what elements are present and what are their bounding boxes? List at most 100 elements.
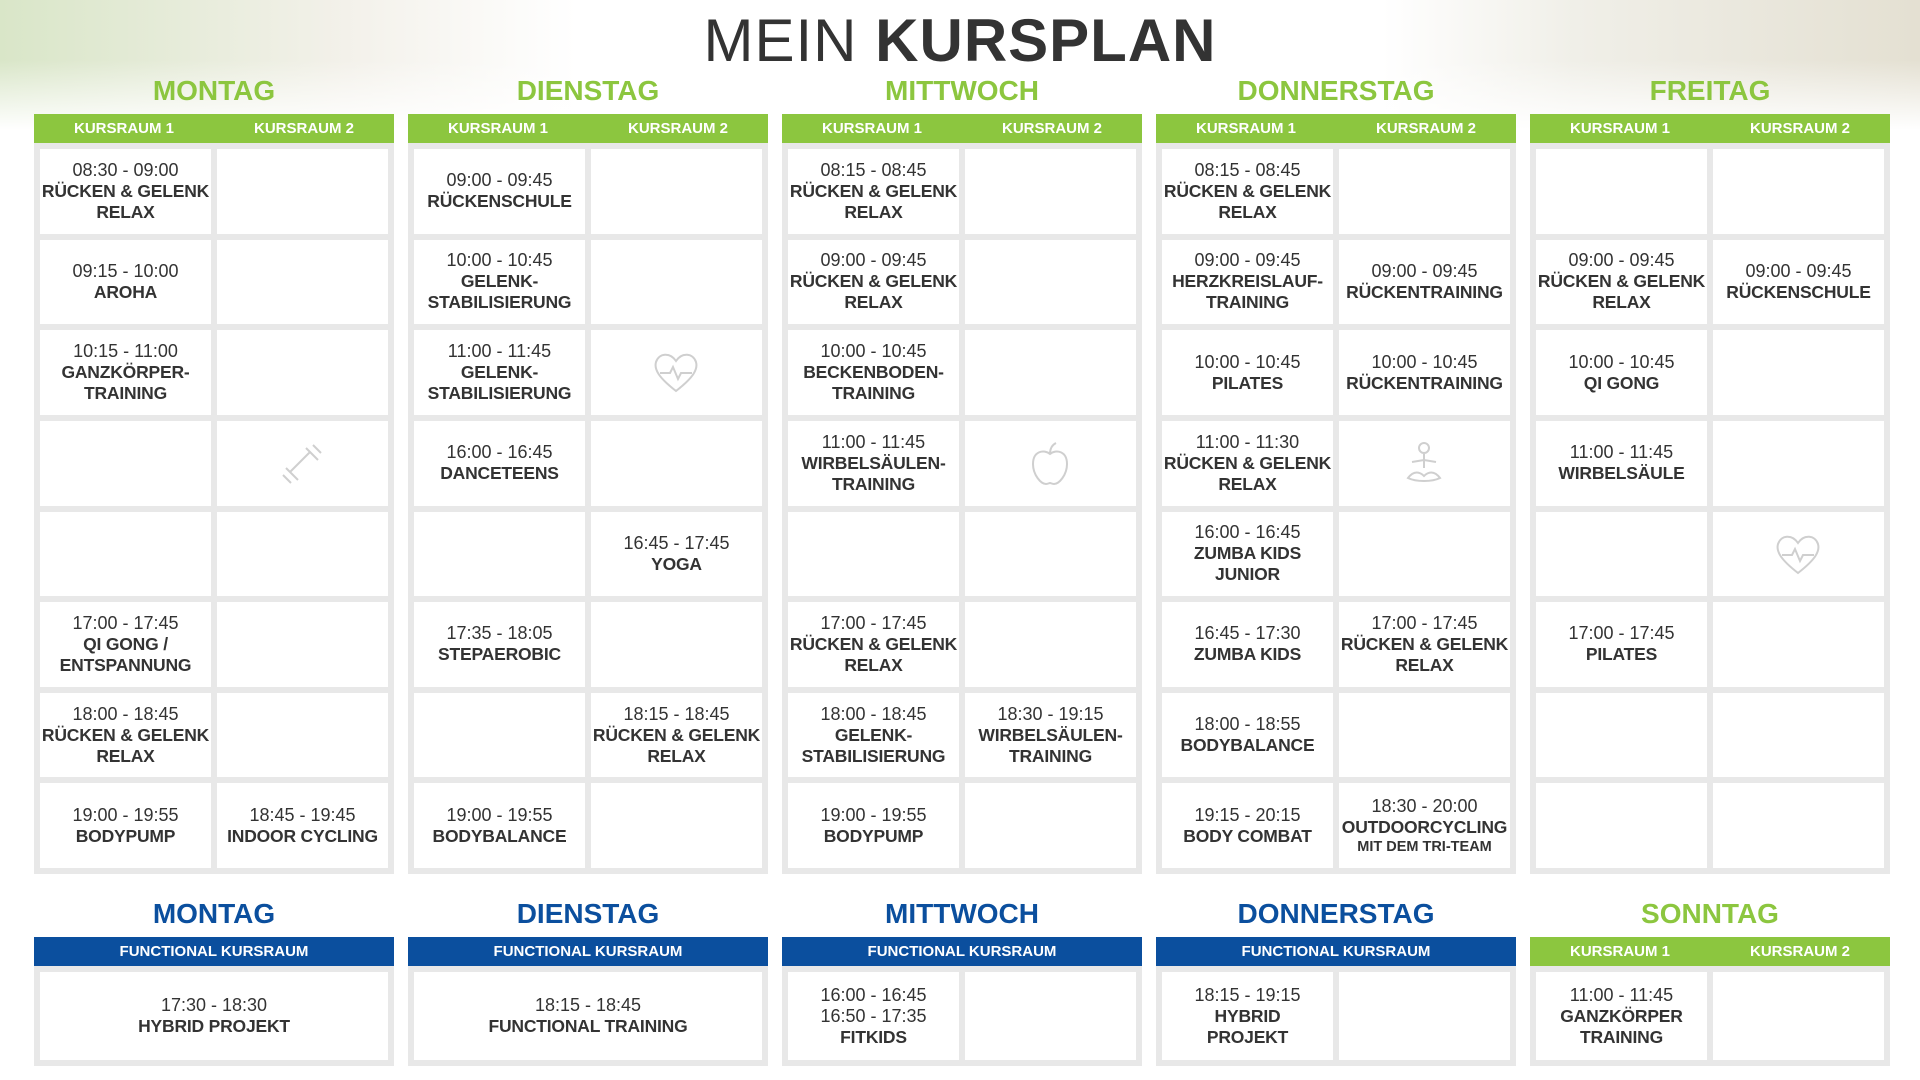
course-cell: 16:00 - 16:45 16:50 - 17:35 FITKIDS [788, 972, 959, 1060]
course-time: 17:00 - 17:45 [1371, 612, 1478, 633]
course-name: RELAX [844, 201, 903, 222]
room-label: FUNCTIONAL KURSRAUM [119, 943, 309, 960]
empty-cell [788, 511, 959, 597]
day-panel: 09:00 - 09:45 RÜCKENSCHULE 10:00 - 10:45 GE… [408, 143, 768, 874]
course-name: STEPAEROBIC [438, 644, 561, 665]
course-cell: 09:00 - 09:45 RÜCKEN & GELENK RELAX [788, 239, 959, 325]
empty-cell [414, 511, 585, 597]
course-name: RELAX [1218, 201, 1277, 222]
course-time: 10:15 - 11:00 [73, 341, 178, 362]
empty-cell [217, 149, 388, 234]
course-name: RÜCKEN & GELENK [789, 633, 958, 654]
course-time: 10:00 - 10:45 [1194, 351, 1301, 372]
empty-cell [591, 783, 762, 868]
course-cell: 19:00 - 19:55 BODYPUMP [788, 783, 959, 868]
header-image [0, 0, 1920, 130]
course-time: 18:30 - 20:00 [1371, 795, 1478, 816]
course-cell: 09:00 - 09:45 RÜCKENTRAINING [1339, 239, 1510, 325]
empty-cell [965, 783, 1136, 868]
course-name: RÜCKENTRAINING [1346, 372, 1503, 393]
course-cell: 09:00 - 09:45 HERZKREISLAUF- TRAINING [1162, 239, 1333, 325]
course-name: HERZKREISLAUF- [1172, 271, 1323, 292]
course-name: RÜCKEN & GELENK [592, 724, 761, 745]
day-panel: 08:15 - 08:45 RÜCKEN & GELENK RELAX 09:00 -… [1156, 143, 1516, 874]
course-time: 18:30 - 19:15 [997, 703, 1104, 724]
room-label: KURSRAUM 1 [447, 120, 548, 137]
empty-cell [1713, 511, 1884, 597]
empty-cell [965, 511, 1136, 597]
course-time: 16:00 - 16:45 [820, 984, 927, 1005]
course-cell: 11:00 - 11:45 GANZKÖRPER TRAINING [1536, 972, 1707, 1060]
course-time: 16:50 - 17:35 [820, 1005, 927, 1026]
day-title: MONTAG [152, 898, 276, 929]
course-time: 10:00 - 10:45 [820, 341, 927, 362]
day-panel: 16:00 - 16:45 16:50 - 17:35 FITKIDS [782, 966, 1142, 1066]
room-label: KURSRAUM 2 [1375, 120, 1476, 137]
empty-cell [1339, 692, 1510, 778]
course-name: RÜCKEN & GELENK [789, 271, 958, 292]
room-label: FUNCTIONAL KURSRAUM [493, 943, 683, 960]
course-name: RÜCKEN & GELENK [1340, 633, 1509, 654]
room-header: KURSRAUM 1 KURSRAUM 2 [408, 114, 768, 143]
empty-cell [965, 239, 1136, 325]
empty-cell [965, 330, 1136, 415]
day-title: DIENSTAG [516, 898, 660, 929]
empty-cell [217, 420, 388, 506]
course-name: QI GONG [1583, 372, 1660, 393]
empty-cell [217, 511, 388, 597]
title-bold: KURSPLAN [875, 7, 1217, 74]
empty-cell [1713, 420, 1884, 506]
day-title: FREITAG [1649, 75, 1771, 106]
day-title: DONNERSTAG [1237, 75, 1435, 106]
course-time: 09:00 - 09:45 [1568, 250, 1675, 271]
room-label: FUNCTIONAL KURSRAUM [867, 943, 1057, 960]
lotus-icon [1406, 442, 1442, 482]
course-time: 09:00 - 09:45 [1194, 250, 1301, 271]
course-cell: 19:00 - 19:55 BODYPUMP [40, 783, 211, 868]
empty-cell [217, 239, 388, 325]
course-name: RÜCKEN & GELENK [1163, 180, 1332, 201]
course-time: 16:45 - 17:30 [1194, 623, 1301, 644]
empty-cell [1339, 972, 1510, 1060]
course-cell: 17:00 - 17:45 RÜCKEN & GELENK RELAX [788, 602, 959, 687]
course-time: 08:15 - 08:45 [820, 159, 927, 180]
room-header: FUNCTIONAL KURSRAUM [34, 937, 394, 966]
course-name: DANCETEENS [440, 463, 559, 484]
course-name: GELENK- [834, 724, 913, 745]
empty-cell [1713, 330, 1884, 415]
course-cell: 09:00 - 09:45 RÜCKENSCHULE [414, 149, 585, 234]
course-name: FUNCTIONAL TRAINING [488, 1016, 688, 1036]
empty-cell [1713, 783, 1884, 868]
course-cell: 16:45 - 17:45 YOGA [591, 511, 762, 597]
course-name: WIRBELSÄULEN- [978, 724, 1123, 745]
course-cell: 18:30 - 19:15 WIRBELSÄULEN- TRAINING [965, 692, 1136, 778]
empty-cell [40, 420, 211, 506]
course-name: PILATES [1211, 372, 1284, 393]
course-cell: 16:00 - 16:45 DANCETEENS [414, 420, 585, 506]
course-name: STABILISIERUNG [801, 745, 946, 766]
course-time: 10:00 - 10:45 [446, 250, 553, 271]
heart-icon [1776, 535, 1820, 575]
course-name: BECKENBODEN- [803, 362, 944, 383]
course-name: TRAINING [1009, 745, 1092, 766]
course-name: ENTSPANNUNG [59, 654, 192, 675]
course-name: RELAX [647, 745, 706, 766]
course-name: GANZKÖRPER- [61, 362, 190, 383]
course-cell: 09:00 - 09:45 RÜCKEN & GELENK RELAX [1536, 239, 1707, 325]
room-label: KURSRAUM 2 [1749, 943, 1850, 960]
course-cell: 18:30 - 20:00 OUTDOORCYCLING MIT DEM TRI-T… [1339, 783, 1510, 868]
course-name: PILATES [1585, 644, 1658, 665]
course-cell: 18:15 - 19:15 HYBRID PROJEKT [1162, 972, 1333, 1060]
course-cell: 18:45 - 19:45 INDOOR CYCLING [217, 783, 388, 868]
course-cell: 16:45 - 17:30 ZUMBA KIDS [1162, 602, 1333, 687]
course-cell: 18:00 - 18:45 RÜCKEN & GELENK RELAX [40, 692, 211, 778]
course-name: RÜCKEN & GELENK [1537, 271, 1706, 292]
course-name: BODYBALANCE [432, 825, 567, 846]
course-name: RELAX [844, 654, 903, 675]
course-cell: 11:00 - 11:45 WIRBELSÄULE [1536, 420, 1707, 506]
day-panel: 17:30 - 18:30 HYBRID PROJEKT [34, 966, 394, 1066]
course-name: TRAINING [1580, 1026, 1663, 1047]
empty-cell [965, 602, 1136, 687]
empty-cell [217, 330, 388, 415]
